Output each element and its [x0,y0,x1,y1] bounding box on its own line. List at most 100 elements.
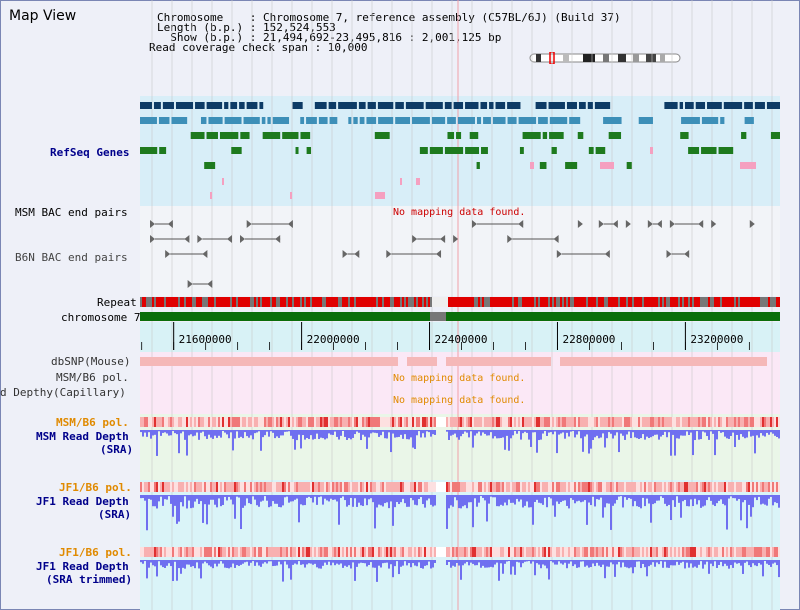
depth-bar [216,495,218,508]
depth-bar [554,495,556,517]
depth-bar [670,430,672,456]
depth-bar [394,495,396,508]
depth-bar [196,430,198,433]
depth-bar [340,430,342,436]
depth-bar [228,495,230,497]
jf1-b6-pol-label[interactable]: JF1/B6 pol. [59,481,132,494]
depth-bar [250,430,252,436]
bac-end-marker [246,220,252,228]
depth-bar [534,560,536,576]
depth-bar [280,560,282,565]
depth-bar [522,560,524,564]
depth-bar [254,430,256,434]
depth-bar [576,495,578,502]
depth-bar [368,430,370,438]
depth-bar [516,430,518,434]
jf1-b6-pol-2-label[interactable]: JF1/B6 pol. [59,546,132,559]
depth-bar [656,495,658,501]
depth-bar [658,430,660,440]
depth-bar [576,430,578,435]
gene-feature [480,102,488,109]
depth-bar [150,560,152,563]
depth-bar [500,495,502,505]
depth-bar [468,560,470,566]
depth-bar [540,495,542,504]
depth-bar [380,560,382,568]
depth-bar [600,430,602,438]
msm-read-depth-label[interactable]: MSM Read Depth [36,430,129,443]
depth-bar [614,560,616,577]
depth-bar [262,560,264,564]
refseq-genes-label[interactable]: RefSeq Genes [50,146,130,159]
gene-feature [664,102,678,109]
depth-bar [666,430,668,438]
depth-bar [534,495,536,502]
msm-read-depth-sra-label: (SRA) [100,443,134,456]
gene-feature [723,102,743,109]
depth-bar [586,495,588,525]
depth-bar [526,495,528,502]
gene-feature [608,132,622,139]
depth-bar [426,430,428,432]
depth-bar [162,560,164,568]
jf1-read-depth-trimmed-label[interactable]: JF1 Read Depth [36,560,129,573]
depth-bar [588,495,590,503]
depth-bar [164,430,166,433]
depth-bar [622,430,624,436]
depth-bar [496,430,498,439]
depth-bar [678,495,680,503]
depth-bar [422,560,424,569]
depth-bar [474,560,476,566]
depth-bar [268,495,270,508]
depth-bar [460,560,462,580]
depth-bar [546,560,548,569]
depth-bar [416,430,418,436]
depth-bar [350,430,352,440]
depth-bar [548,560,550,580]
bac-end-marker [553,235,559,243]
depth-bar [640,430,642,439]
depth-bar [428,430,430,433]
gene-feature [348,117,352,124]
depth-bar [502,560,504,574]
depth-bar [142,430,144,437]
depth-bar [474,430,476,436]
gene-feature [565,162,578,169]
depth-bar [272,430,274,433]
depth-bar [328,495,330,502]
gene-feature [770,132,780,139]
gene-feature [741,132,747,139]
jf1-read-depth-label[interactable]: JF1 Read Depth [36,495,129,508]
depth-bar [556,495,558,502]
depth-bar [264,430,266,436]
gene-feature [367,102,376,109]
depth-bar [534,430,536,433]
genome-track-area[interactable] [140,0,780,610]
depth-bar [480,495,482,497]
gene-feature [507,102,521,109]
depth-bar [572,560,574,567]
depth-bar [652,430,654,437]
depth-bar [774,495,776,503]
depth-bar [606,430,608,439]
depth-bar [738,560,740,564]
depth-bar [624,495,626,498]
gene-feature [195,102,205,109]
depth-bar [368,560,370,565]
chromosome-ideogram[interactable] [528,52,684,64]
depth-bar [174,430,176,434]
gene-feature [239,102,245,109]
depth-bar [484,495,486,501]
gene-feature [159,147,167,154]
depth-bar [194,495,196,502]
depth-bar [450,430,452,436]
gene-feature [230,102,238,109]
gene-feature [603,117,622,124]
depth-bar [468,495,470,503]
depth-bar [554,430,556,432]
msm-b6-pol-label[interactable]: MSM/B6 pol. [56,416,129,429]
depth-bar [150,495,152,500]
depth-bar [752,430,754,436]
depth-bar [560,430,562,434]
depth-bar [358,560,360,564]
